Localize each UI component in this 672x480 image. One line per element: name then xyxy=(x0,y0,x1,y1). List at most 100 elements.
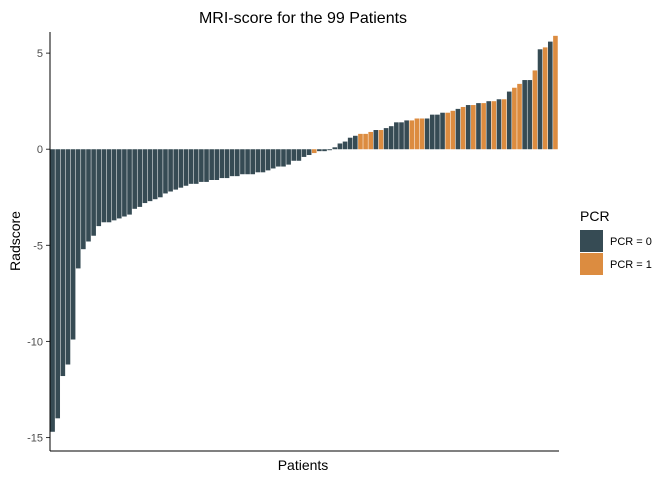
bar-patient-48 xyxy=(291,149,297,161)
bar-patient-13 xyxy=(111,149,117,221)
bar-patient-23 xyxy=(163,149,168,194)
y-tick-label: 5 xyxy=(37,48,43,60)
bar-patient-56 xyxy=(332,147,338,150)
bar-patient-84 xyxy=(476,103,481,150)
bar-patient-73 xyxy=(419,118,425,150)
bar-patient-5 xyxy=(70,149,76,340)
bar-patient-33 xyxy=(214,149,220,180)
bar-patient-41 xyxy=(255,149,261,173)
bar-patient-18 xyxy=(137,149,143,207)
y-tick-label: -15 xyxy=(27,433,43,445)
bar-patient-60 xyxy=(353,135,358,150)
bar-patient-72 xyxy=(414,118,420,150)
bar-patient-4 xyxy=(65,149,71,365)
bar-patient-66 xyxy=(383,128,389,150)
bar-patient-14 xyxy=(116,149,122,219)
legend-swatch-pcr-1 xyxy=(580,253,603,275)
legend-swatch-pcr-0 xyxy=(580,230,603,252)
bar-patient-46 xyxy=(281,149,286,167)
bar-patient-34 xyxy=(219,149,225,179)
bar-patient-38 xyxy=(240,149,245,175)
bar-patient-22 xyxy=(158,149,163,198)
bar-patient-44 xyxy=(270,149,276,169)
bar-patient-9 xyxy=(91,149,96,236)
bar-patient-35 xyxy=(224,149,230,179)
y-tick-label: -10 xyxy=(27,336,43,348)
bar-patient-68 xyxy=(394,122,399,150)
bar-patient-54 xyxy=(322,149,327,152)
bar-patient-19 xyxy=(142,149,148,204)
bar-patient-82 xyxy=(465,105,471,150)
bar-patient-69 xyxy=(399,122,404,150)
bar-patient-65 xyxy=(378,130,384,150)
bar-patient-71 xyxy=(409,120,415,150)
bar-patient-51 xyxy=(306,149,312,156)
bar-patient-57 xyxy=(337,143,343,150)
bar-patient-75 xyxy=(429,114,435,150)
bar-patient-27 xyxy=(183,149,189,186)
bar-patient-61 xyxy=(358,133,363,150)
bar-patient-96 xyxy=(537,49,543,150)
bar-patient-6 xyxy=(75,149,81,269)
bar-patient-81 xyxy=(460,106,466,150)
bar-patient-76 xyxy=(435,114,440,150)
bar-patient-17 xyxy=(132,149,137,209)
bar-patient-99 xyxy=(553,35,558,150)
bar-patient-32 xyxy=(209,149,214,180)
bar-patient-12 xyxy=(106,149,112,223)
bar-patient-79 xyxy=(450,110,456,150)
bar-patient-39 xyxy=(245,149,250,175)
y-tick-label: 0 xyxy=(37,144,43,156)
bar-patient-95 xyxy=(532,70,538,150)
bar-patient-1 xyxy=(50,149,55,432)
bar-patient-58 xyxy=(342,141,348,150)
bar-patient-63 xyxy=(368,131,374,150)
bar-patient-59 xyxy=(347,137,353,150)
bar-patient-86 xyxy=(486,101,492,150)
bar-patient-91 xyxy=(512,87,517,150)
legend-label-pcr-0: PCR = 0 xyxy=(610,236,652,248)
bar-patient-85 xyxy=(481,103,486,150)
bar-patient-74 xyxy=(424,118,430,150)
bar-patient-62 xyxy=(363,133,368,150)
bar-patient-49 xyxy=(296,149,302,161)
legend-title: PCR xyxy=(580,208,610,224)
bar-patient-30 xyxy=(199,149,204,182)
bar-patient-89 xyxy=(501,99,507,150)
bar-patient-10 xyxy=(96,149,102,227)
bar-patient-64 xyxy=(373,130,379,150)
bar-patient-94 xyxy=(527,80,533,150)
bar-patient-70 xyxy=(404,120,409,150)
bar-patient-28 xyxy=(188,149,194,184)
bar-patient-92 xyxy=(517,83,522,150)
bar-patient-97 xyxy=(542,47,548,150)
legend: PCR PCR = 0 PCR = 1 xyxy=(580,208,652,275)
bar-patient-77 xyxy=(440,112,445,150)
bar-patient-26 xyxy=(178,149,184,188)
bar-patient-21 xyxy=(152,149,158,200)
bar-patient-93 xyxy=(522,80,527,150)
bar-patient-36 xyxy=(229,149,235,177)
y-axis-label: Radscore xyxy=(7,211,23,271)
bar-patient-42 xyxy=(260,149,266,173)
bar-patient-80 xyxy=(455,108,461,150)
bar-patient-55 xyxy=(327,149,332,151)
bar-patient-87 xyxy=(491,101,497,150)
bar-patient-15 xyxy=(122,149,127,217)
bar-patient-53 xyxy=(317,149,322,152)
bar-patient-43 xyxy=(265,149,271,171)
bar-patient-78 xyxy=(445,112,450,150)
bar-patient-90 xyxy=(506,91,512,150)
bar-patient-2 xyxy=(55,149,61,419)
bar-patient-20 xyxy=(147,149,153,202)
bar-patient-24 xyxy=(168,149,173,192)
bar-patient-52 xyxy=(311,149,317,154)
y-axis-ticks: 5 0 -5 -10 -15 xyxy=(27,48,50,445)
bar-patient-45 xyxy=(276,149,281,167)
bar-patient-40 xyxy=(250,149,255,175)
bar-patient-3 xyxy=(60,149,66,377)
bar-patient-8 xyxy=(86,149,91,242)
chart-title: MRI-score for the 99 Patients xyxy=(199,10,407,27)
bar-patient-11 xyxy=(101,149,107,223)
